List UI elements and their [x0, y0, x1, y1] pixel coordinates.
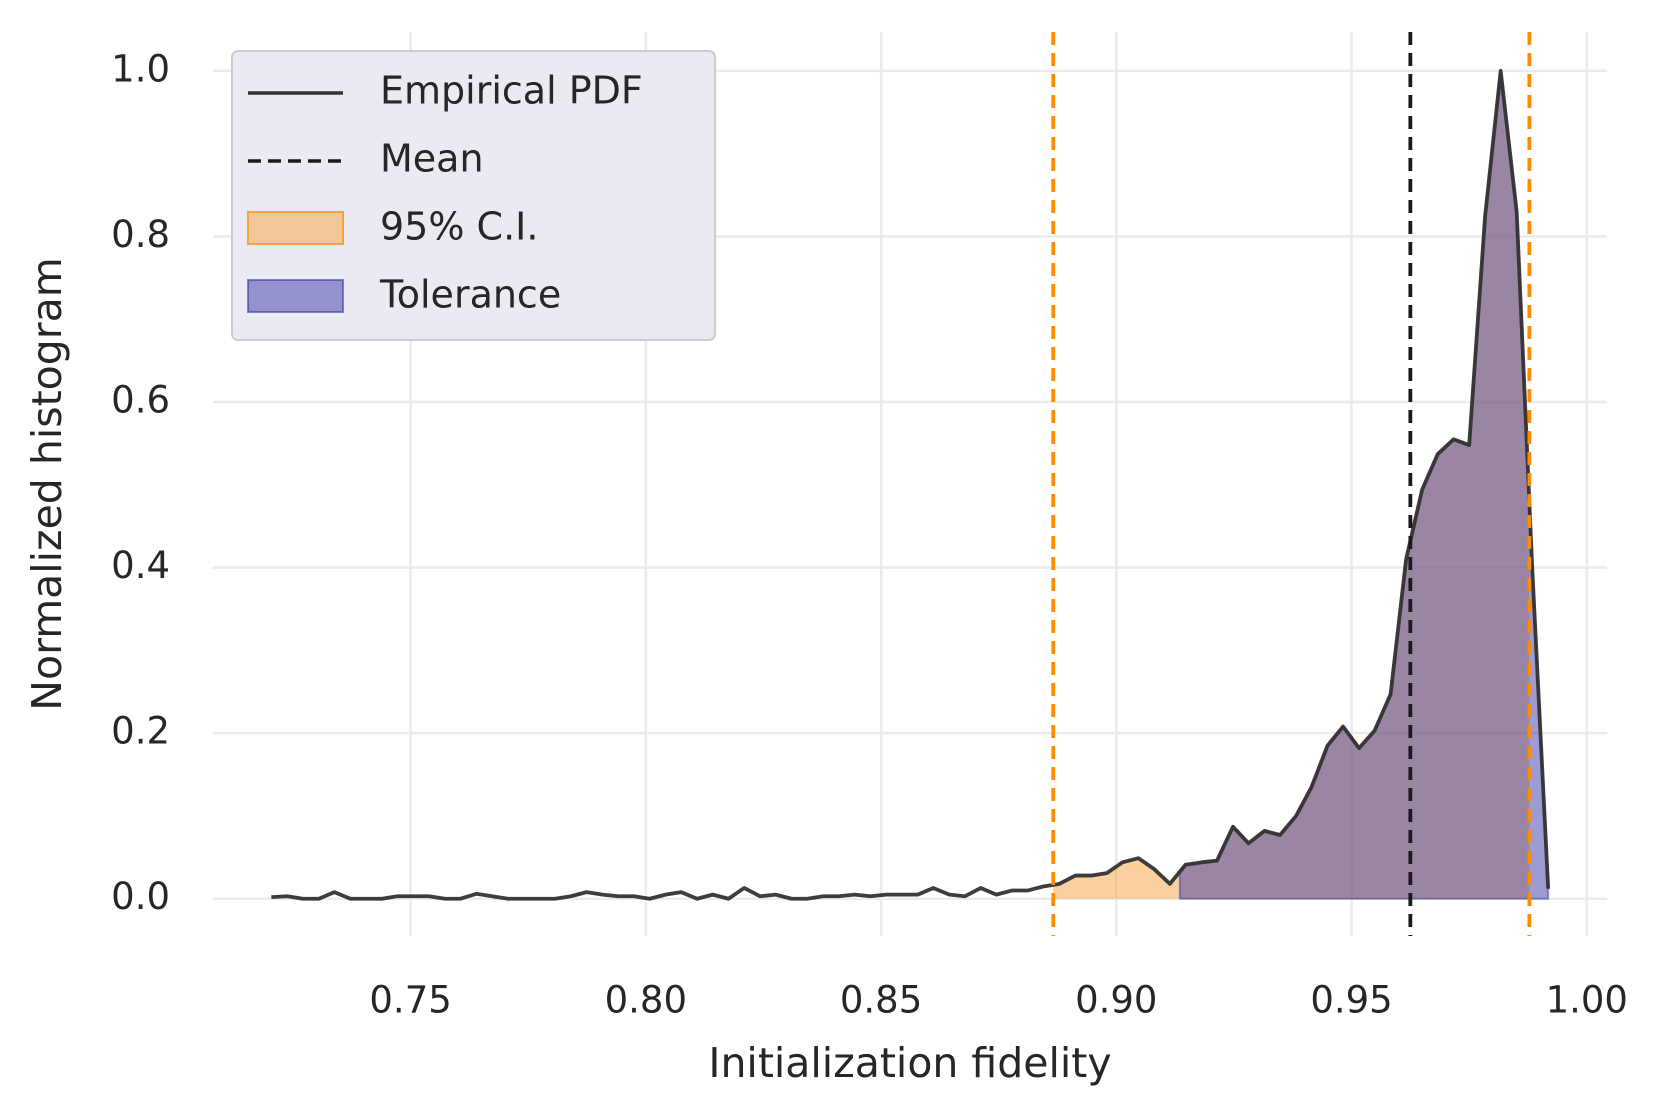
- legend-label: 95% C.I.: [380, 205, 538, 249]
- fills: [1053, 70, 1550, 900]
- pdf-line: [271, 69, 1551, 901]
- y-tick-label: 0.8: [111, 213, 170, 256]
- x-tick-label: 0.90: [1075, 979, 1157, 1022]
- y-axis-label: Normalized histogram: [23, 257, 71, 710]
- legend-tolerance-handle: [247, 279, 344, 313]
- ticks: 0.75 0.80 0.85 0.90 0.95 1.00 0.0 0.2 0.4 0.6 0.8 1…: [111, 47, 1628, 1021]
- x-tick-label: 1.00: [1546, 979, 1628, 1022]
- y-tick-label: 0.4: [111, 544, 170, 587]
- x-tick-label: 0.95: [1310, 979, 1392, 1022]
- legend-label: Empirical PDF: [380, 69, 643, 113]
- y-tick-label: 1.0: [111, 47, 170, 90]
- y-tick-label: 0.0: [111, 875, 170, 918]
- legend-label: Mean: [380, 137, 484, 181]
- y-tick-label: 0.2: [111, 710, 170, 753]
- x-tick-label: 0.85: [840, 979, 922, 1022]
- legend: Empirical PDF Mean 95% C.I. Tolerance: [231, 50, 716, 341]
- x-tick-label: 0.80: [605, 979, 687, 1022]
- x-axis-label: Initialization fidelity: [708, 1039, 1111, 1087]
- legend-box: [231, 50, 716, 341]
- x-tick-label: 0.75: [369, 979, 451, 1022]
- legend-label: Tolerance: [379, 273, 561, 317]
- lines: [271, 32, 1551, 936]
- legend-ci-handle: [247, 211, 344, 245]
- tolerance-area: [1178, 70, 1550, 900]
- y-tick-label: 0.6: [111, 379, 170, 422]
